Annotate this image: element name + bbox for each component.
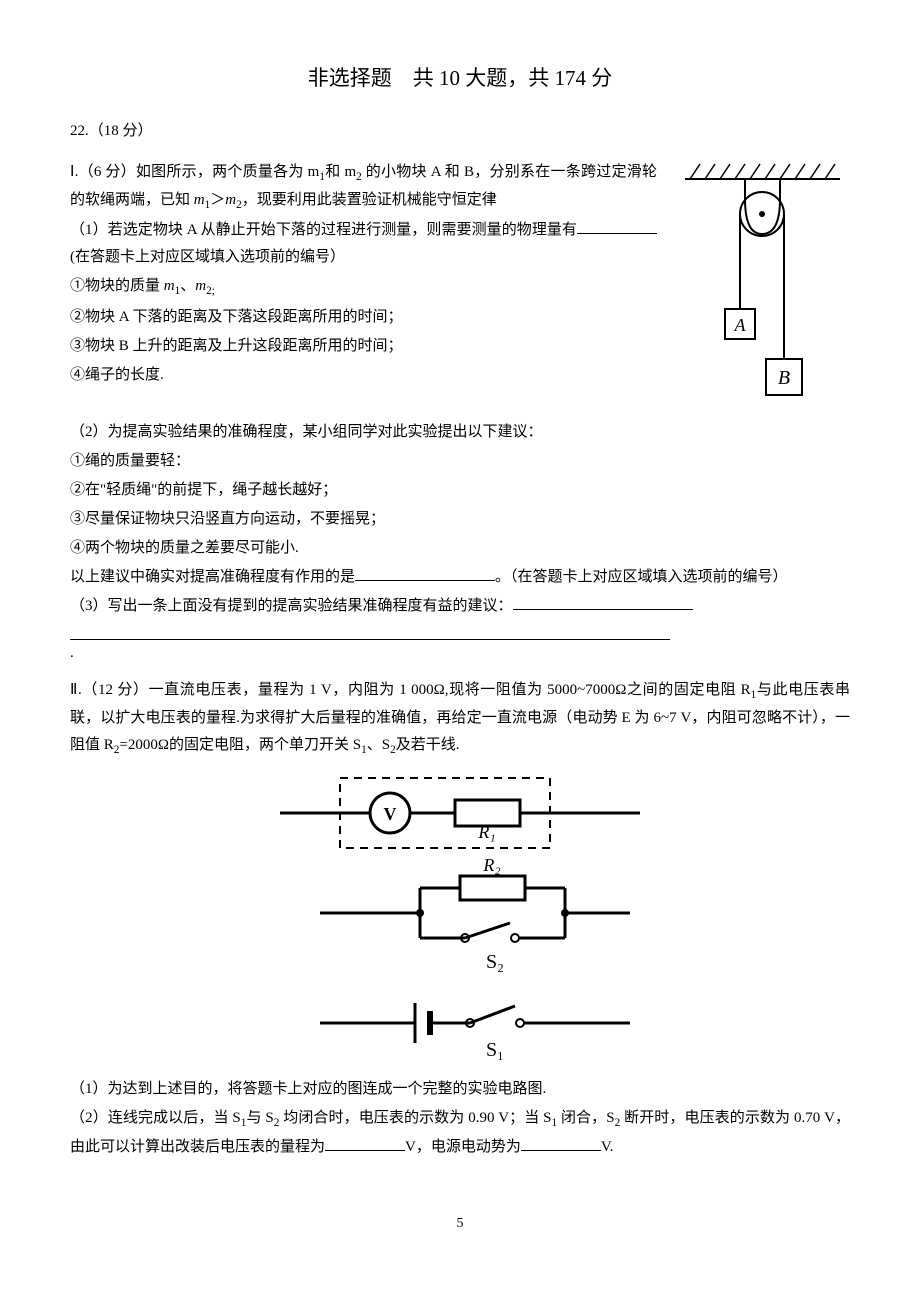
txt: 、S (367, 737, 390, 753)
txt: 。（在答题卡上对应区域填入选项前的编号） (495, 569, 788, 585)
p1-sug3: ③尽量保证物块只沿竖直方向运动，不要摇晃； (70, 506, 850, 533)
txt: Ⅰ.（6 分）如图所示，两个质量各为 m (70, 164, 319, 180)
page-number: 5 (70, 1211, 850, 1236)
txt: 和 m (325, 164, 356, 180)
p2-item1: （1）为达到上述目的，将答题卡上对应的图连成一个完整的实验电路图. (70, 1076, 850, 1103)
p1-lead: Ⅰ.（6 分）如图所示，两个质量各为 m1和 m2 的小物块 A 和 B，分别系… (70, 159, 657, 216)
blank (70, 624, 670, 640)
sub: 2; (206, 285, 215, 297)
p1-item2-ask: 以上建议中确实对提高准确程度有作用的是 。（在答题卡上对应区域填入选项前的编号） (70, 564, 850, 591)
var: m (225, 192, 236, 208)
p1-sug4: ④两个物块的质量之差要尽可能小. (70, 535, 850, 562)
var: m (195, 278, 206, 294)
q22-number: 22.（18 分） (70, 118, 850, 145)
label-a: A (734, 315, 747, 335)
p1-item2-lead: （2）为提高实验结果的准确程度，某小组同学对此实验提出以下建议： (70, 419, 850, 446)
p1-sug2: ②在"轻质绳"的前提下，绳子越长越好； (70, 477, 850, 504)
label-s1: S₁ (486, 1039, 504, 1061)
circuit-diagram: V R₁ R₂ S₂ (260, 768, 660, 1068)
section-title: 非选择题 共 10 大题，共 174 分 (70, 60, 850, 98)
p1-item1: （1）若选定物块 A 从静止开始下落的过程进行测量，则需要测量的物理量有 (在答题… (70, 217, 657, 271)
p1-opt4: ④绳子的长度. (70, 362, 657, 389)
p2-item2: （2）连线完成以后，当 S1与 S2 均闭合时，电压表的示数为 0.90 V；当… (70, 1105, 850, 1160)
txt: 均闭合时，电压表的示数为 0.90 V；当 S (279, 1110, 551, 1126)
txt: （2）连线完成以后，当 S (70, 1110, 241, 1126)
txt: . (70, 645, 74, 661)
p1-item3-line2: . (70, 624, 850, 667)
p1-item3: （3）写出一条上面没有提到的提高实验结果准确程度有益的建议： (70, 593, 850, 620)
txt: （1）若选定物块 A 从静止开始下落的过程进行测量，则需要测量的物理量有 (70, 222, 577, 238)
var: m (194, 192, 205, 208)
blank (325, 1135, 405, 1151)
txt: Ⅱ.（12 分）一直流电压表，量程为 1 V，内阻为 1 000Ω,现将一阻值为… (70, 682, 751, 698)
blank (521, 1135, 601, 1151)
txt: 以上建议中确实对提高准确程度有作用的是 (70, 569, 355, 585)
label-r2: R₂ (482, 855, 500, 875)
pulley-diagram: A B (675, 159, 850, 419)
p2-lead: Ⅱ.（12 分）一直流电压表，量程为 1 V，内阻为 1 000Ω,现将一阻值为… (70, 677, 850, 761)
var: m (164, 278, 175, 294)
txt: V，电源电动势为 (405, 1139, 521, 1155)
txt: 闭合，S (557, 1110, 614, 1126)
blank (577, 218, 657, 234)
txt: 及若干线. (396, 737, 460, 753)
txt: （3）写出一条上面没有提到的提高实验结果准确程度有益的建议： (70, 598, 513, 614)
p1-opt2: ②物块 A 下落的距离及下落这段距离所用的时间； (70, 304, 657, 331)
q22-part1-row: Ⅰ.（6 分）如图所示，两个质量各为 m1和 m2 的小物块 A 和 B，分别系… (70, 159, 850, 419)
txt: ，现要利用此装置验证机械能守恒定律 (242, 192, 497, 208)
txt: ①物块的质量 (70, 278, 164, 294)
txt: ＞ (210, 192, 225, 208)
txt: (在答题卡上对应区域填入选项前的编号） (70, 249, 345, 265)
txt: V. (601, 1139, 614, 1155)
txt: =2000Ω的固定电阻，两个单刀开关 S (119, 737, 361, 753)
p1-opt3: ③物块 B 上升的距离及上升这段距离所用的时间； (70, 333, 657, 360)
p1-opt1: ①物块的质量 m1、m2; (70, 273, 657, 301)
p1-sug1: ①绳的质量要轻： (70, 448, 850, 475)
blank (513, 594, 693, 610)
label-v: V (384, 804, 397, 824)
label-r1: R₁ (477, 822, 495, 842)
q22-part1-text: Ⅰ.（6 分）如图所示，两个质量各为 m1和 m2 的小物块 A 和 B，分别系… (70, 159, 657, 391)
q22-figure1: A B (675, 159, 850, 419)
txt: 、 (180, 278, 195, 294)
txt: 与 S (246, 1110, 273, 1126)
label-b: B (778, 367, 790, 389)
q22-figure2: V R₁ R₂ S₂ (70, 768, 850, 1068)
blank (355, 565, 495, 581)
label-s2: S₂ (486, 951, 504, 973)
